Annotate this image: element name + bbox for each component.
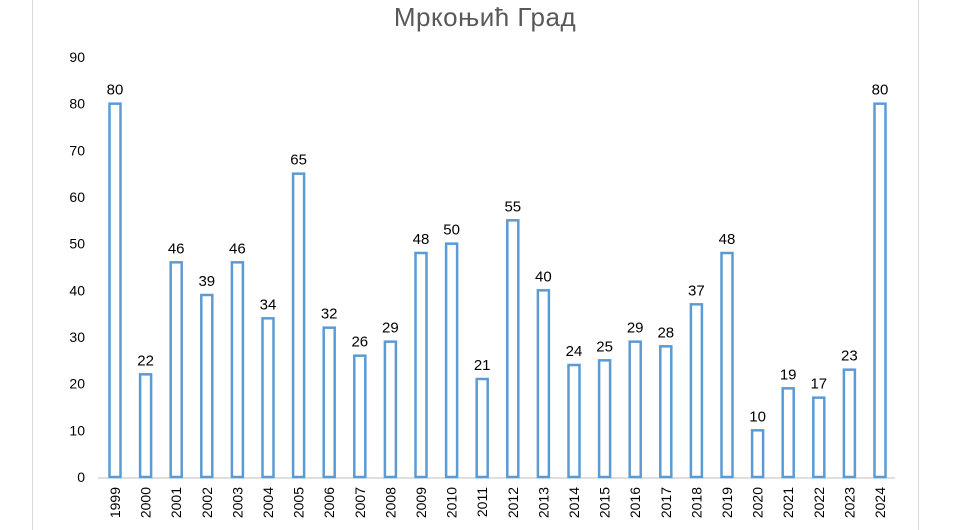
bar <box>689 303 704 479</box>
data-label: 55 <box>504 198 521 215</box>
x-tick-label: 2016 <box>627 487 643 518</box>
x-tick-label: 2012 <box>505 487 521 518</box>
data-label: 80 <box>107 82 124 99</box>
data-label: 24 <box>566 343 583 360</box>
x-tick-label: 2003 <box>229 487 245 518</box>
bar <box>200 293 214 479</box>
x-tick-label: 1999 <box>107 487 123 518</box>
data-label: 37 <box>688 282 705 299</box>
y-tick-label: 70 <box>69 142 85 158</box>
data-label: 17 <box>810 376 827 393</box>
x-tick-label: 2023 <box>841 487 857 518</box>
x-tick-label: 2013 <box>535 487 551 518</box>
bar <box>506 219 520 479</box>
x-tick-label: 2004 <box>260 487 276 518</box>
y-tick-label: 30 <box>69 329 85 345</box>
bar <box>597 359 612 479</box>
y-tick-label: 80 <box>69 96 85 112</box>
left-border-line <box>32 0 33 530</box>
y-tick-label: 60 <box>69 189 85 205</box>
bar <box>169 261 183 479</box>
x-tick-label: 2015 <box>597 487 613 518</box>
bar <box>659 345 673 479</box>
bar <box>567 363 581 479</box>
x-tick-label: 2018 <box>688 487 704 518</box>
x-tick-label: 2005 <box>291 487 307 518</box>
data-label: 25 <box>596 338 613 355</box>
data-label: 28 <box>657 324 674 341</box>
bar <box>720 251 734 479</box>
x-tick-label: 2020 <box>750 487 766 518</box>
data-label: 19 <box>780 366 797 383</box>
data-label: 65 <box>290 152 307 169</box>
bar <box>138 373 153 479</box>
bar <box>812 396 826 479</box>
x-tick-label: 2002 <box>199 487 215 518</box>
x-tick-label: 2010 <box>444 487 460 518</box>
data-label: 34 <box>260 296 277 313</box>
bar <box>108 102 122 479</box>
data-label: 21 <box>474 357 491 374</box>
data-label: 50 <box>443 222 460 239</box>
data-label: 29 <box>627 320 644 337</box>
data-label: 10 <box>749 408 766 425</box>
bar <box>750 429 765 479</box>
data-label: 40 <box>535 268 552 285</box>
bar <box>873 102 887 479</box>
y-tick-label: 40 <box>69 282 85 298</box>
bar <box>414 251 428 479</box>
data-label: 39 <box>198 273 215 290</box>
right-border-line <box>918 0 919 530</box>
bar <box>322 326 336 479</box>
data-label: 80 <box>872 82 889 99</box>
x-tick-label: 2021 <box>780 487 796 518</box>
bar <box>444 242 459 479</box>
data-label: 22 <box>137 352 154 369</box>
data-label: 23 <box>841 348 858 365</box>
x-tick-label: 2001 <box>168 487 184 518</box>
x-tick-label: 2007 <box>352 487 368 518</box>
x-tick-label: 2000 <box>138 487 154 518</box>
bar <box>628 340 642 479</box>
data-label: 29 <box>382 320 399 337</box>
bar <box>536 289 551 479</box>
bar <box>781 387 795 479</box>
x-tick-label: 2006 <box>321 487 337 518</box>
data-label: 26 <box>351 334 368 351</box>
y-tick-label: 0 <box>77 469 85 485</box>
x-tick-label: 2017 <box>658 487 674 518</box>
bar <box>230 261 245 479</box>
x-tick-label: 2008 <box>382 487 398 518</box>
x-tick-label: 2022 <box>811 487 827 518</box>
y-tick-label: 50 <box>69 236 85 252</box>
data-label: 48 <box>413 231 430 248</box>
bar <box>842 368 857 479</box>
data-label: 46 <box>168 240 185 257</box>
y-tick-label: 90 <box>69 49 85 65</box>
y-tick-label: 10 <box>69 422 85 438</box>
x-tick-label: 2019 <box>719 487 735 518</box>
x-tick-label: 2011 <box>474 487 490 517</box>
bar <box>261 317 275 479</box>
x-tick-label: 2014 <box>566 487 582 518</box>
y-tick-label: 20 <box>69 376 85 392</box>
data-label: 48 <box>719 231 736 248</box>
bar <box>353 354 367 479</box>
bar <box>383 340 398 479</box>
data-label: 32 <box>321 306 338 323</box>
bar <box>291 172 306 479</box>
x-tick-label: 2009 <box>413 487 429 518</box>
data-label: 46 <box>229 240 246 257</box>
bar <box>475 377 489 479</box>
chart-title: Мркоњић Град <box>393 2 577 32</box>
x-tick-label: 2024 <box>872 487 888 518</box>
